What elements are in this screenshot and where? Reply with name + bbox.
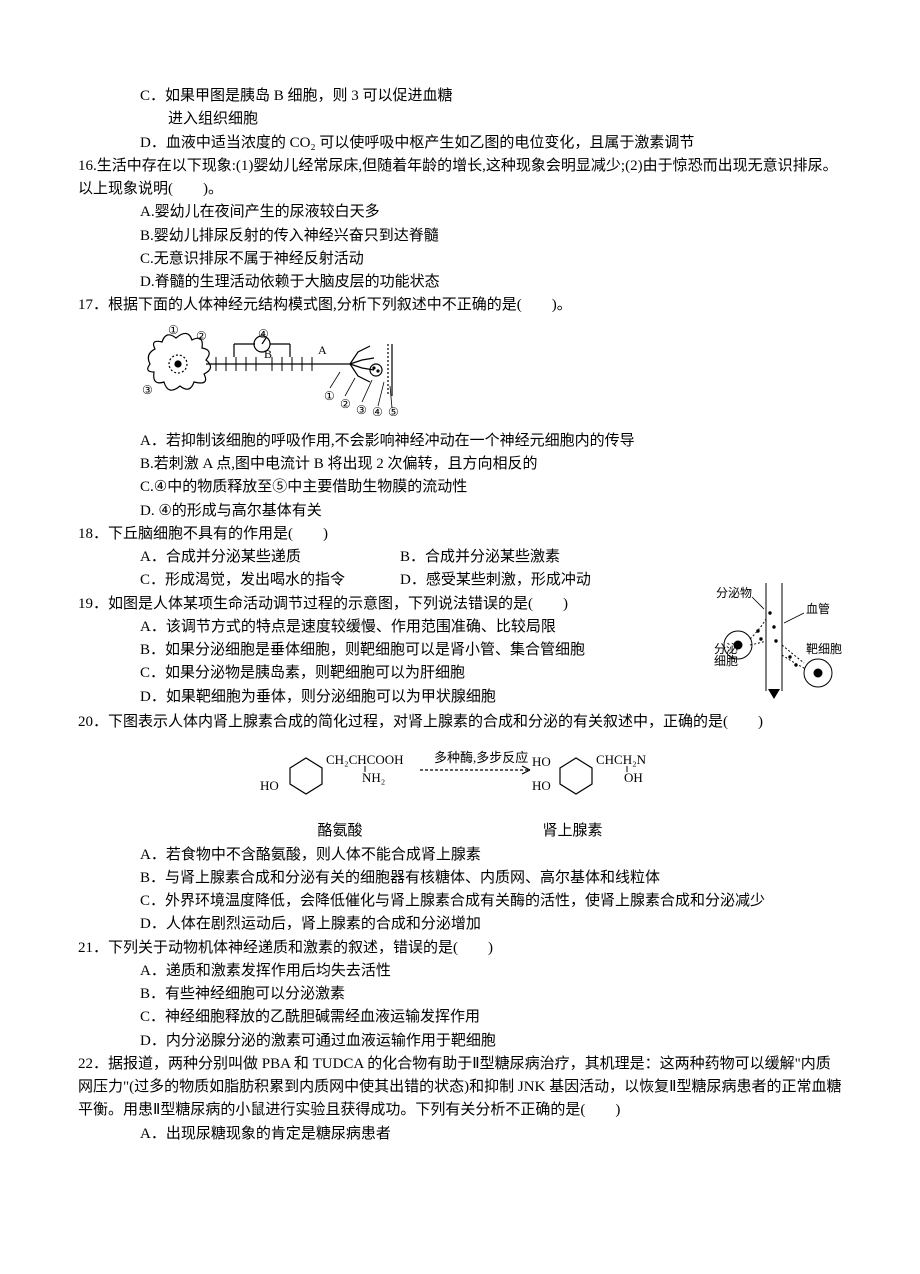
q20-option-d: D．人体在剧烈运动后，肾上腺素的合成和分泌增加: [78, 913, 842, 936]
svg-text:⑤: ⑤: [388, 405, 399, 416]
q17-stem: 17．根据下面的人体神经元结构模式图,分析下列叙述中不正确的是( )。: [78, 294, 842, 317]
q17-option-b: B.若刺激 A 点,图中电流计 B 将出现 2 次偏转，且方向相反的: [78, 453, 842, 476]
q16-option-a: A.婴幼儿在夜间产生的尿液较白天多: [78, 201, 842, 224]
q18-option-a: A．合成并分泌某些递质: [140, 546, 400, 569]
q16-stem: 16.生活中存在以下现象:(1)婴幼儿经常尿床,但随着年龄的增长,这种现象会明显…: [78, 155, 842, 202]
q19-figure: 分泌物 血管 分泌 细胞 靶细胞: [714, 583, 842, 707]
q20-figure-labels: 酪氨酸 肾上腺素: [78, 820, 842, 843]
q16-option-b: B.婴幼儿排尿反射的传入神经兴奋只到达脊髓: [78, 225, 842, 248]
q18-stem: 18．下丘脑细胞不具有的作用是( ): [78, 523, 842, 546]
q20-right-ho2: HO: [532, 778, 551, 793]
q16-option-c: C.无意识排尿不属于神经反射活动: [78, 248, 842, 271]
svg-text:④: ④: [372, 405, 383, 416]
q21-stem: 21．下列关于动物机体神经递质和激素的叙述，错误的是( ): [78, 937, 842, 960]
svg-text:细胞: 细胞: [714, 654, 738, 668]
svg-text:①: ①: [324, 389, 335, 403]
svg-text:②: ②: [340, 397, 351, 411]
q20-left-label: 酪氨酸: [317, 820, 362, 843]
q18-row1: A．合成并分泌某些递质 B．合成并分泌某些激素: [78, 546, 842, 569]
q22-option-a: A．出现尿糖现象的肯定是糖尿病患者: [78, 1123, 842, 1146]
q21-option-b: B．有些神经细胞可以分泌激素: [78, 983, 842, 1006]
svg-text:B: B: [264, 347, 272, 361]
svg-text:④: ④: [258, 327, 269, 341]
q17-option-d: D. ④的形成与高尔基体有关: [78, 500, 842, 523]
q20-figure: HO CH₂CHCOOH NH₂ 多种酶,多步反应 HO HO CHCH₂N O…: [78, 740, 842, 818]
q15-option-c-line2: 进入组织细胞: [78, 108, 842, 131]
q20-left-ho: HO: [260, 778, 279, 793]
q20-arrow-label: 多种酶,多步反应: [434, 750, 528, 765]
q20-right-chain: CHCH₂N: [596, 752, 647, 767]
q20-option-a: A．若食物中不含酪氨酸，则人体不能合成肾上腺素: [78, 844, 842, 867]
q20-right-label: 肾上腺素: [543, 820, 603, 843]
svg-text:③: ③: [142, 383, 153, 397]
q18-option-b: B．合成并分泌某些激素: [400, 546, 560, 569]
q19-label-target: 靶细胞: [806, 642, 842, 656]
q20-left-nh2: NH₂: [362, 770, 385, 785]
q20-option-c: C．外界环境温度降低，会降低催化与肾上腺素合成有关酶的活性，使肾上腺素合成和分泌…: [78, 890, 842, 913]
q20-right-oh: OH: [624, 770, 643, 785]
q19-label-vessel: 血管: [806, 601, 830, 616]
q21-option-c: C．神经细胞释放的乙酰胆碱需经血液运输发挥作用: [78, 1006, 842, 1029]
svg-text:②: ②: [196, 329, 207, 343]
q21-option-d: D．内分泌腺分泌的激素可通过血液运输作用于靶细胞: [78, 1030, 842, 1053]
q16-option-d: D.脊髓的生理活动依赖于大脑皮层的功能状态: [78, 271, 842, 294]
svg-text:①: ①: [168, 324, 179, 337]
q21-option-a: A．递质和激素发挥作用后均失去活性: [78, 960, 842, 983]
q17-neuron-figure: ① ② ③ ④ B A ① ② ③ ④ ⑤: [140, 324, 842, 424]
q17-option-a: A．若抑制该细胞的呼吸作用,不会影响神经冲动在一个神经元细胞内的传导: [78, 430, 842, 453]
q20-stem: 20．下图表示人体内肾上腺素合成的简化过程，对肾上腺素的合成和分泌的有关叙述中，…: [78, 711, 842, 734]
svg-text:③: ③: [356, 403, 367, 416]
q20-option-b: B．与肾上腺素合成和分泌有关的细胞器有核糖体、内质网、高尔基体和线粒体: [78, 867, 842, 890]
q19-label-secretion: 分泌物: [716, 586, 752, 600]
q17-option-c: C.④中的物质释放至⑤中主要借助生物膜的流动性: [78, 476, 842, 499]
q16-text: 16.生活中存在以下现象:(1)婴幼儿经常尿床,但随着年龄的增长,这种现象会明显…: [78, 158, 838, 197]
svg-text:A: A: [318, 343, 327, 357]
q18-option-d: D．感受某些刺激，形成冲动: [400, 569, 591, 592]
q22-stem: 22．据报道，两种分别叫做 PBA 和 TUDCA 的化合物有助于Ⅱ型糖尿病治疗…: [78, 1053, 842, 1123]
q15-option-d: D．血液中适当浓度的 CO₂ 可以使呼吸中枢产生如乙图的电位变化，且属于激素调节: [78, 132, 842, 155]
q15-option-c-line1: C．如果甲图是胰岛 B 细胞，则 3 可以促进血糖: [78, 85, 842, 108]
q18-option-c: C．形成渴觉，发出喝水的指令: [140, 569, 400, 592]
q20-left-chain: CH₂CHCOOH: [326, 752, 404, 767]
q20-right-ho1: HO: [532, 754, 551, 769]
